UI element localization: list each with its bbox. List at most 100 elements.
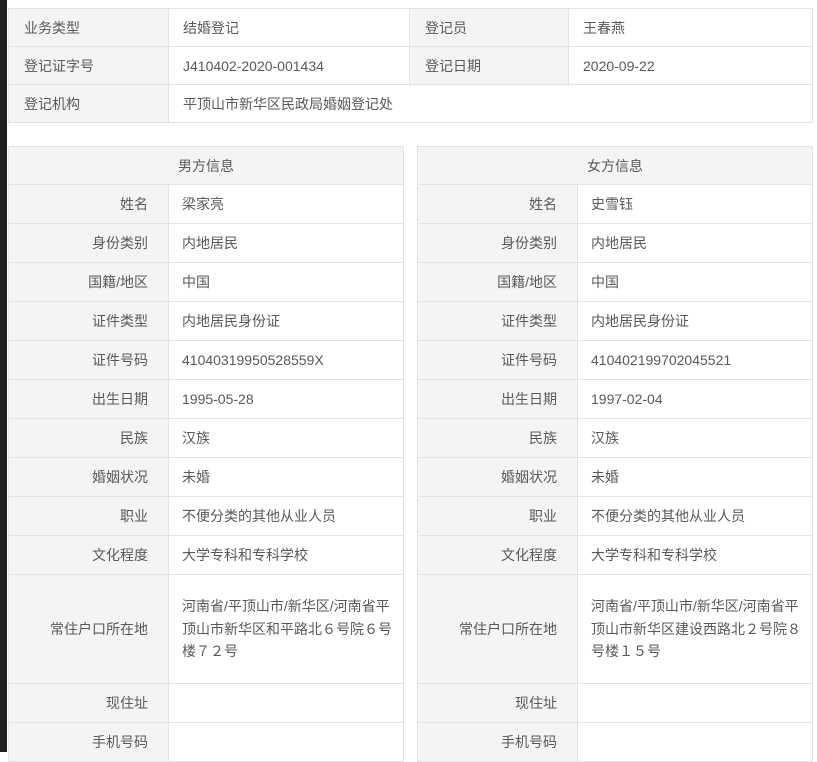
table-row: 出生日期 1997-02-04 [417, 379, 813, 419]
table-row: 职业 不便分类的其他从业人员 [417, 496, 813, 536]
table-row: 证件类型 内地居民身份证 [8, 301, 404, 341]
table-row: 现住址 [8, 683, 404, 723]
field-label: 职业 [417, 496, 578, 536]
table-row: 民族 汉族 [8, 418, 404, 458]
field-value: 河南省/平顶山市/新华区/河南省平顶山市新华区建设西路北２号院８号楼１５号 [577, 574, 813, 684]
field-value: 河南省/平顶山市/新华区/河南省平顶山市新华区和平路北６号院６号楼７２号 [168, 574, 404, 684]
field-label: 文化程度 [8, 535, 169, 575]
field-label: 业务类型 [8, 8, 169, 47]
table-row: 手机号码 [417, 722, 813, 762]
field-label: 姓名 [417, 184, 578, 224]
reg-row-business-type: 业务类型 结婚登记 登记员 王春燕 [8, 8, 813, 47]
field-label: 登记员 [409, 8, 569, 47]
field-value: 大学专科和专科学校 [577, 535, 813, 575]
table-row: 身份类别 内地居民 [417, 223, 813, 263]
table-row: 姓名 梁家亮 [8, 184, 404, 224]
female-info-table: 女方信息 姓名 史雪钰 身份类别 内地居民 国籍/地区 中国 证件类型 内地居民… [417, 146, 813, 762]
field-value: 不便分类的其他从业人员 [168, 496, 404, 536]
table-row: 现住址 [417, 683, 813, 723]
field-value: 汉族 [168, 418, 404, 458]
field-value [168, 722, 404, 762]
field-label: 登记机构 [8, 84, 169, 123]
field-label: 登记日期 [409, 46, 569, 85]
field-label: 手机号码 [8, 722, 169, 762]
field-label: 民族 [8, 418, 169, 458]
table-row: 职业 不便分类的其他从业人员 [8, 496, 404, 536]
field-label: 婚姻状况 [417, 457, 578, 497]
field-value: 内地居民 [577, 223, 813, 263]
field-label: 现住址 [8, 683, 169, 723]
field-value: 大学专科和专科学校 [168, 535, 404, 575]
table-row: 文化程度 大学专科和专科学校 [417, 535, 813, 575]
field-value: 1997-02-04 [577, 379, 813, 419]
female-table-title: 女方信息 [417, 146, 813, 185]
field-label: 证件类型 [417, 301, 578, 341]
field-value: 不便分类的其他从业人员 [577, 496, 813, 536]
field-value: 中国 [577, 262, 813, 302]
male-table-title: 男方信息 [8, 146, 404, 185]
field-label: 现住址 [417, 683, 578, 723]
registration-summary-table: 业务类型 结婚登记 登记员 王春燕 登记证字号 J410402-2020-001… [8, 8, 813, 123]
table-row: 国籍/地区 中国 [8, 262, 404, 302]
field-label: 民族 [417, 418, 578, 458]
table-row: 出生日期 1995-05-28 [8, 379, 404, 419]
field-value: 内地居民身份证 [168, 301, 404, 341]
field-value: 汉族 [577, 418, 813, 458]
field-value: 2020-09-22 [568, 46, 813, 85]
field-value: 梁家亮 [168, 184, 404, 224]
field-value: J410402-2020-001434 [168, 46, 410, 85]
field-label: 常住户口所在地 [417, 574, 578, 684]
male-info-table: 男方信息 姓名 梁家亮 身份类别 内地居民 国籍/地区 中国 证件类型 内地居民… [8, 146, 404, 762]
field-value: 内地居民 [168, 223, 404, 263]
field-label: 姓名 [8, 184, 169, 224]
field-value: 结婚登记 [168, 8, 410, 47]
table-row: 姓名 史雪钰 [417, 184, 813, 224]
table-row: 常住户口所在地 河南省/平顶山市/新华区/河南省平顶山市新华区建设西路北２号院８… [417, 574, 813, 684]
field-value: 平顶山市新华区民政局婚姻登记处 [168, 84, 813, 123]
table-header-row: 女方信息 [417, 146, 813, 185]
field-label: 身份类别 [8, 223, 169, 263]
field-label: 证件类型 [8, 301, 169, 341]
field-value: 未婚 [577, 457, 813, 497]
field-value: 内地居民身份证 [577, 301, 813, 341]
field-label: 婚姻状况 [8, 457, 169, 497]
field-value: 1995-05-28 [168, 379, 404, 419]
table-row: 手机号码 [8, 722, 404, 762]
table-row: 证件号码 410402199702045521 [417, 340, 813, 380]
field-label: 常住户口所在地 [8, 574, 169, 684]
field-value: 中国 [168, 262, 404, 302]
field-label: 国籍/地区 [417, 262, 578, 302]
field-label: 出生日期 [8, 379, 169, 419]
reg-row-agency: 登记机构 平顶山市新华区民政局婚姻登记处 [8, 84, 813, 123]
table-row: 国籍/地区 中国 [417, 262, 813, 302]
field-value: 410402199702045521 [577, 340, 813, 380]
table-row: 身份类别 内地居民 [8, 223, 404, 263]
table-row: 婚姻状况 未婚 [8, 457, 404, 497]
table-row: 民族 汉族 [417, 418, 813, 458]
field-value: 王春燕 [568, 8, 813, 47]
table-row: 证件类型 内地居民身份证 [417, 301, 813, 341]
field-value [577, 722, 813, 762]
table-row: 婚姻状况 未婚 [417, 457, 813, 497]
table-header-row: 男方信息 [8, 146, 404, 185]
field-value: 史雪钰 [577, 184, 813, 224]
field-label: 手机号码 [417, 722, 578, 762]
field-value: 未婚 [168, 457, 404, 497]
dark-edge-strip [0, 0, 7, 752]
field-label: 身份类别 [417, 223, 578, 263]
reg-row-cert-number: 登记证字号 J410402-2020-001434 登记日期 2020-09-2… [8, 46, 813, 85]
table-row: 证件号码 41040319950528559X [8, 340, 404, 380]
field-value [168, 683, 404, 723]
field-value: 41040319950528559X [168, 340, 404, 380]
field-value [577, 683, 813, 723]
field-label: 证件号码 [417, 340, 578, 380]
field-label: 证件号码 [8, 340, 169, 380]
table-row: 常住户口所在地 河南省/平顶山市/新华区/河南省平顶山市新华区和平路北６号院６号… [8, 574, 404, 684]
field-label: 职业 [8, 496, 169, 536]
field-label: 文化程度 [417, 535, 578, 575]
field-label: 国籍/地区 [8, 262, 169, 302]
table-row: 文化程度 大学专科和专科学校 [8, 535, 404, 575]
field-label: 出生日期 [417, 379, 578, 419]
field-label: 登记证字号 [8, 46, 169, 85]
person-tables: 男方信息 姓名 梁家亮 身份类别 内地居民 国籍/地区 中国 证件类型 内地居民… [8, 146, 813, 762]
